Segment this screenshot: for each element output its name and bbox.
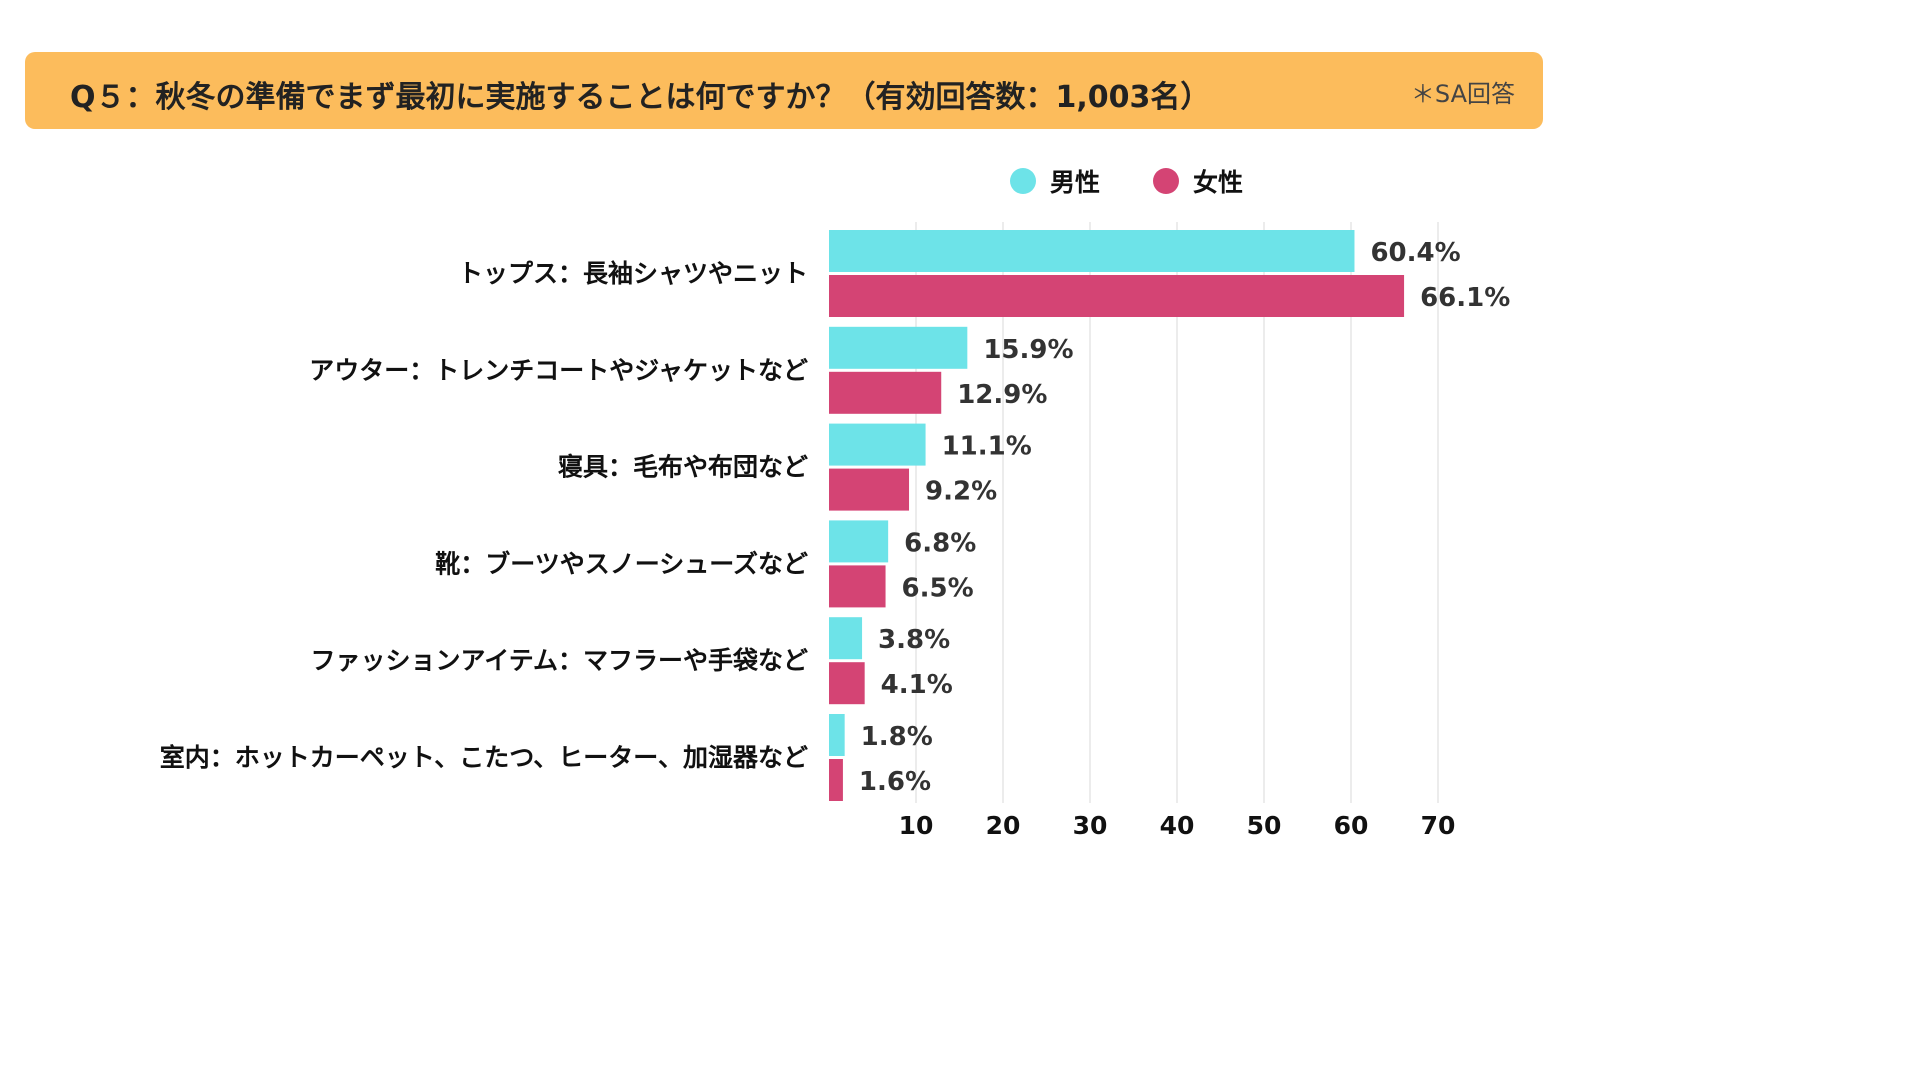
- bar-female: [829, 565, 886, 608]
- category-label: アウター：トレンチコートやジャケットなど: [309, 356, 808, 385]
- category-label: ファッションアイテム：マフラーや手袋など: [310, 646, 808, 675]
- grid-lines: [915, 222, 1439, 803]
- x-tick-label: 30: [1073, 811, 1108, 840]
- chart-page: Q５：秋冬の準備でまず最初に実施することは何ですか？（有効回答数：1,003名）…: [25, 52, 1543, 840]
- value-label: 6.5%: [902, 573, 974, 603]
- bar-female: [829, 662, 865, 705]
- category-label: 靴：ブーツやスノーシューズなど: [435, 549, 808, 578]
- bar-male: [829, 423, 926, 466]
- value-label: 15.9%: [983, 335, 1073, 365]
- x-tick-label: 60: [1334, 811, 1369, 840]
- answer-type-note: ＊SA回答: [1410, 80, 1515, 108]
- value-label: 60.4%: [1370, 238, 1460, 268]
- x-tick-label: 40: [1160, 811, 1195, 840]
- bar-male: [829, 617, 863, 660]
- x-tick-label: 50: [1247, 811, 1282, 840]
- value-label: 4.1%: [881, 670, 953, 700]
- x-tick-label: 20: [986, 811, 1021, 840]
- legend-label: 男性: [1050, 168, 1100, 197]
- title-banner: Q５：秋冬の準備でまず最初に実施することは何ですか？（有効回答数：1,003名）…: [25, 52, 1543, 129]
- bar-female: [829, 468, 910, 511]
- category-labels: トップス：長袖シャツやニットアウター：トレンチコートやジャケットなど寝具：毛布や…: [160, 259, 808, 772]
- category-label: 室内：ホットカーペット、こたつ、ヒーター、加湿器など: [160, 743, 808, 772]
- chart-title: Q５：秋冬の準備でまず最初に実施することは何ですか？（有効回答数：1,003名）: [70, 80, 1211, 115]
- value-label: 3.8%: [878, 625, 950, 655]
- bar-male: [829, 326, 968, 369]
- bar-male: [829, 714, 845, 756]
- value-label: 66.1%: [1420, 283, 1510, 313]
- value-labels: 60.4% 66.1% 15.9% 12.9% 11.1% 9.2% 6.8% 6.5% 3.8…: [859, 238, 1510, 797]
- x-axis-ticks: 10 20 30 40 50 60 70: [899, 811, 1456, 840]
- bar-male: [829, 520, 889, 563]
- value-label: 6.8%: [904, 528, 976, 558]
- legend-label: 女性: [1193, 168, 1243, 197]
- value-label: 1.6%: [859, 767, 931, 797]
- legend-swatch: [1010, 168, 1036, 194]
- category-label: 寝具：毛布や布団など: [558, 453, 808, 482]
- value-label: 1.8%: [861, 722, 933, 752]
- bar-female: [829, 275, 1405, 317]
- bar-male: [829, 230, 1355, 272]
- bar-female: [829, 759, 843, 801]
- value-label: 12.9%: [957, 380, 1047, 410]
- value-label: 11.1%: [942, 432, 1032, 462]
- x-tick-label: 10: [899, 811, 934, 840]
- legend: 男性 女性: [1010, 168, 1243, 197]
- value-label: 9.2%: [925, 477, 997, 507]
- bar-chart: 男性 女性 トップス：長袖シャツやニットアウター：トレンチコートやジャケットなど寝…: [160, 168, 1510, 840]
- bars: [829, 230, 1405, 801]
- category-label: トップス：長袖シャツやニット: [458, 259, 808, 288]
- legend-swatch: [1153, 168, 1179, 194]
- x-tick-label: 70: [1421, 811, 1456, 840]
- bar-female: [829, 371, 942, 414]
